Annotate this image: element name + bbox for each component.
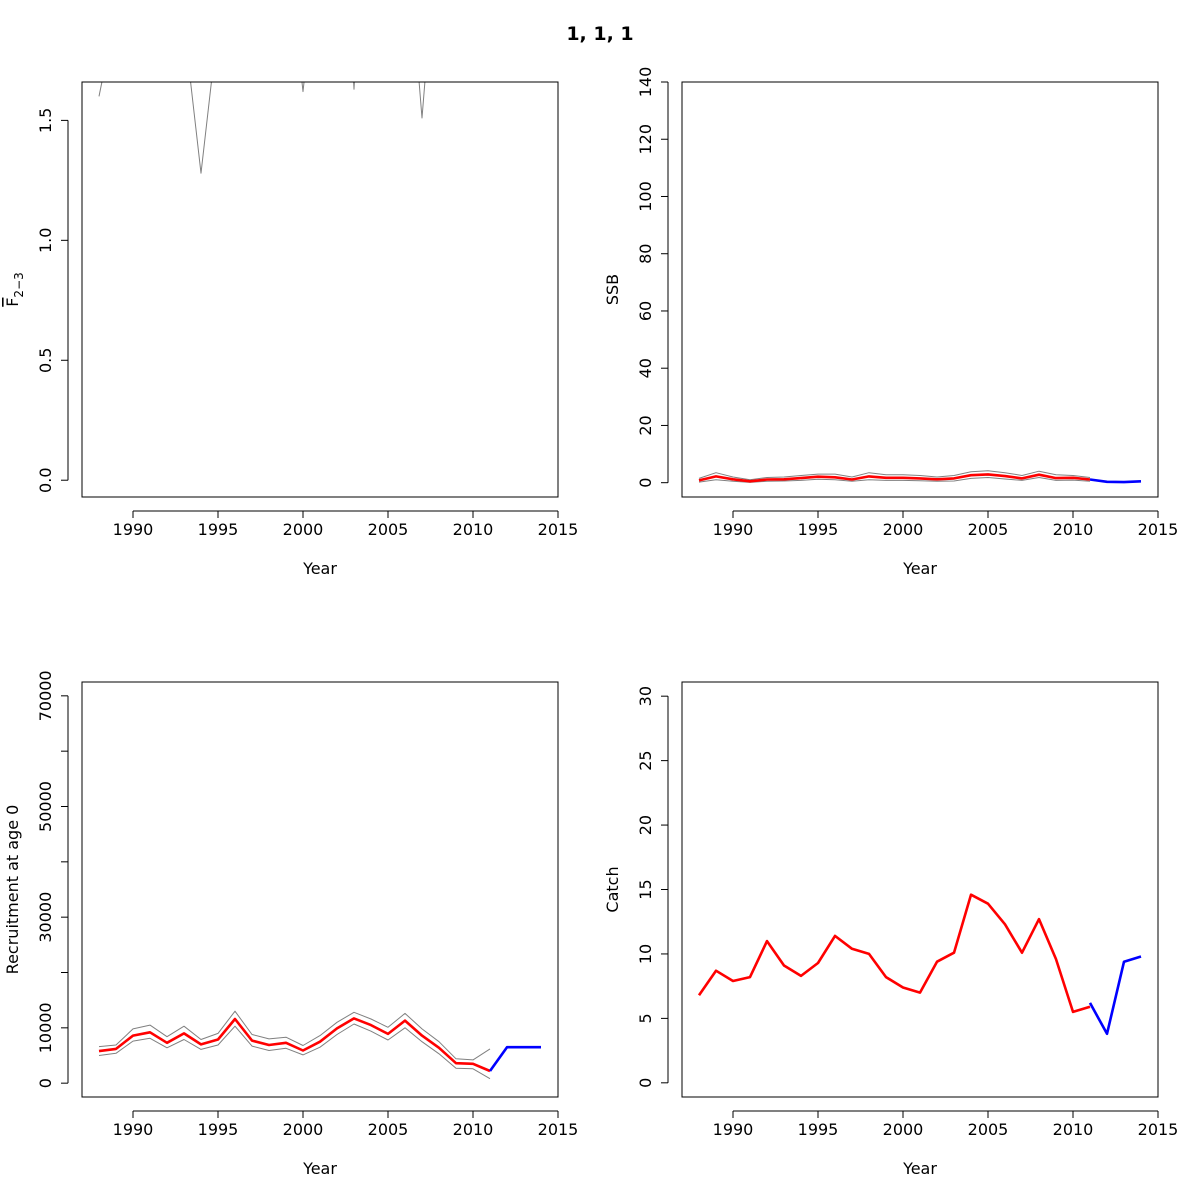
ssb-y-tick-label: 20 (636, 415, 655, 435)
ssb-x-tick-label: 2010 (1053, 520, 1094, 539)
ssb-x-axis-label: Year (902, 559, 937, 578)
fbar-y-tick-label: 1.0 (36, 228, 55, 253)
ssb-y-tick-label: 100 (636, 181, 655, 212)
fbar-y-axis-label: F2−3 (3, 272, 26, 307)
ssb-y-tick-label: 0 (636, 478, 655, 488)
fbar-y-tick-label: 0.0 (36, 467, 55, 492)
recruitment-series-group (98, 1010, 541, 1080)
catch-plot-frame (681, 681, 1159, 1098)
fbar-lower-line (418, 82, 426, 119)
fbar-x-tick-label: 2005 (368, 520, 409, 539)
catch-y-axis-label: Catch (603, 866, 622, 912)
recruitment-x-tick-label: 2015 (538, 1120, 579, 1139)
recruitment-y-tick-label: 0 (36, 1078, 55, 1088)
fbar-lower-line (353, 82, 355, 90)
catch-estimate-line (697, 893, 1091, 1014)
recruitment-x-tick-label: 2000 (283, 1120, 324, 1139)
fbar-x-tick-label: 1990 (113, 520, 154, 539)
fbar-lower-line (472, 82, 474, 83)
catch-y-tick-label: 15 (636, 879, 655, 899)
fbar-upper-line (98, 82, 103, 97)
catch-y-tick-label: 0 (636, 1078, 655, 1088)
recruitment-y-axis-label: Recruitment at age 0 (3, 805, 22, 975)
recruitment-estimate-line (98, 1017, 491, 1073)
ssb-series-group (698, 470, 1142, 484)
recruitment-y-tick-label: 30000 (36, 892, 55, 943)
recruitment-upper-line (98, 1010, 491, 1061)
catch-y-tick-label: 25 (636, 750, 655, 770)
fbar-plot-frame (81, 81, 559, 498)
catch-x-tick-label: 2010 (1053, 1120, 1094, 1139)
fbar-y-tick-label: 0.5 (36, 348, 55, 373)
catch-y-tick-label: 5 (636, 1013, 655, 1023)
panel-ssb: 1990 1995 2000 2005 2010 2015 Year 0 20 40 60 80 100… (603, 67, 1178, 578)
catch-x-tick-label: 1990 (713, 1120, 754, 1139)
ssb-y-tick-label: 120 (636, 124, 655, 155)
catch-x-axis-label: Year (902, 1159, 937, 1178)
catch-series-group (697, 893, 1142, 1036)
catch-x-tick-label: 2000 (883, 1120, 924, 1139)
ssb-x-tick-label: 2000 (883, 520, 924, 539)
fbar-x-tick-label: 2010 (453, 520, 494, 539)
recruitment-plot-frame (81, 681, 559, 1098)
catch-y-tick-label: 10 (636, 944, 655, 964)
ssb-y-axis-label: SSB (603, 274, 622, 305)
catch-y-tick-label: 20 (636, 815, 655, 835)
ssb-y-tick-label: 60 (636, 301, 655, 321)
recruitment-x-tick-label: 1995 (198, 1120, 239, 1139)
fbar-lower-line (301, 82, 305, 93)
fbar-x-tick-label: 2015 (538, 520, 579, 539)
panel-recruitment: 1990 1995 2000 2005 2010 2015 Year 0 10000 30000 5… (3, 670, 578, 1178)
ssb-y-tick-label: 40 (636, 358, 655, 378)
ssb-plot-frame (681, 81, 1159, 498)
catch-x-tick-label: 2015 (1138, 1120, 1179, 1139)
fbar-x-axis-label: Year (302, 559, 337, 578)
ssb-x-tick-label: 1990 (713, 520, 754, 539)
fbar-lower-line (190, 82, 212, 174)
catch-forecast-line (1088, 955, 1142, 1036)
ssb-y-tick-label: 80 (636, 244, 655, 264)
panel-catch: 1990 1995 2000 2005 2010 2015 Year 0 5 10 15 20 25 30… (603, 681, 1179, 1178)
fbar-x-tick-label: 1995 (198, 520, 239, 539)
fbar-y-tick-label: 1.5 (36, 108, 55, 133)
catch-x-tick-label: 2005 (968, 1120, 1009, 1139)
ssb-y-tick-label: 140 (636, 67, 655, 98)
recruitment-x-tick-label: 1990 (113, 1120, 154, 1139)
figure-title: 1, 1, 1 (566, 23, 633, 45)
recruitment-lower-line (98, 1023, 491, 1080)
panel-fbar: 1990 1995 2000 2005 2010 2015 Year 0.0 0.5 1.0 1.5… (3, 81, 579, 578)
fbar-series-group (98, 82, 474, 174)
ssb-x-tick-label: 1995 (798, 520, 839, 539)
ssb-upper-line (698, 470, 1091, 481)
recruitment-y-tick-label: 70000 (36, 670, 55, 721)
ssb-estimate-line (698, 473, 1091, 483)
ssb-x-tick-label: 2015 (1138, 520, 1179, 539)
ssb-x-tick-label: 2005 (968, 520, 1009, 539)
catch-x-tick-label: 1995 (798, 1120, 839, 1139)
ssb-forecast-line (1089, 478, 1142, 484)
ssb-lower-line (698, 477, 1091, 483)
fbar-x-tick-label: 2000 (283, 520, 324, 539)
recruitment-forecast-line (488, 1045, 541, 1072)
recruitment-y-tick-label: 50000 (36, 781, 55, 832)
recruitment-x-axis-label: Year (302, 1159, 337, 1178)
recruitment-y-tick-label: 10000 (36, 1002, 55, 1053)
recruitment-x-tick-label: 2005 (368, 1120, 409, 1139)
catch-y-tick-label: 30 (636, 686, 655, 706)
recruitment-x-tick-label: 2010 (453, 1120, 494, 1139)
